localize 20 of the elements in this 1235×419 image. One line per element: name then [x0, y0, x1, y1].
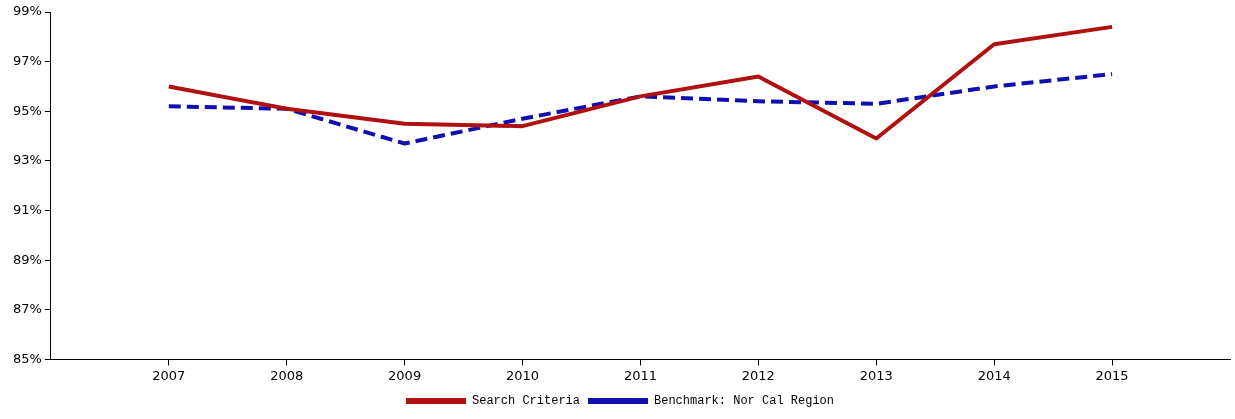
x-tick-label: 2013 — [859, 367, 893, 383]
x-tick-label: 2007 — [152, 367, 186, 383]
x-tick-label: 2008 — [270, 367, 304, 383]
legend-label: Benchmark: Nor Cal Region — [653, 394, 835, 409]
y-tick-label: 99% — [12, 3, 42, 19]
y-tick-label: 93% — [12, 152, 42, 168]
y-tick-label: 97% — [12, 53, 42, 68]
x-tick-label: 2009 — [388, 367, 422, 383]
x-tick-label: 2015 — [1095, 367, 1129, 383]
y-tick-label: 87% — [12, 301, 42, 317]
y-tick-label: 89% — [12, 251, 42, 267]
x-tick-label: 2010 — [505, 367, 540, 383]
y-tick-label: 91% — [12, 201, 42, 217]
y-tick-label: 95% — [12, 102, 42, 118]
line-series — [166, 72, 1115, 146]
x-tick-label: 2014 — [977, 367, 1011, 383]
y-tick-label: 85% — [12, 350, 42, 366]
legend-label: Search Criteria — [471, 394, 581, 409]
x-tick-label: 2012 — [741, 367, 775, 383]
x-tick-label: 2011 — [623, 367, 657, 383]
